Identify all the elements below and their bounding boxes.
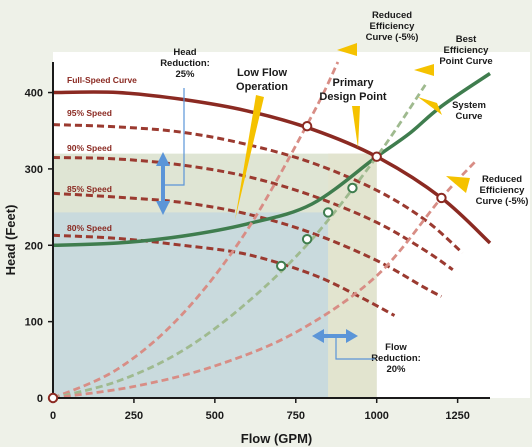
- head-reduction-leader: [163, 88, 185, 186]
- flow-reduction-leader: [335, 337, 375, 360]
- series-line-6: [52, 61, 340, 400]
- flow-reduction-label: Flow: [385, 342, 407, 353]
- y-tick-label: 0: [37, 393, 43, 405]
- data-marker: [47, 392, 59, 404]
- reduced-eff-top-label: Efficiency: [370, 21, 416, 32]
- head-reduction-arrowhead-up: [156, 152, 170, 166]
- data-marker: [322, 207, 334, 218]
- y-tick-label: 400: [25, 88, 43, 100]
- reduced-eff-top-label: Reduced: [372, 10, 412, 21]
- data-marker: [371, 151, 382, 162]
- reduced-eff-right-label: Reduced: [482, 174, 522, 185]
- best-eff-pointer: [414, 64, 434, 76]
- shaded-regions: [53, 52, 530, 398]
- reduced-eff-top-label: Curve (-5%): [366, 32, 419, 43]
- x-axis-title: Flow (GPM): [241, 431, 313, 446]
- data-marker: [276, 260, 287, 272]
- speed-label: 95% Speed: [67, 108, 112, 118]
- series-line-0: [52, 90, 492, 245]
- primary-design-pointer: [352, 106, 360, 148]
- reduced-eff-right-pointer: [446, 176, 470, 193]
- y-tick-label: 100: [25, 317, 43, 329]
- x-tick-label: 0: [50, 410, 56, 422]
- x-tick-label: 1250: [445, 410, 469, 422]
- low-flow-label: Low Flow: [237, 67, 288, 79]
- data-marker: [347, 182, 358, 194]
- y-tick-label: 200: [25, 240, 43, 252]
- series-line-5: [52, 72, 491, 248]
- flow-reduction-arrowhead-left: [312, 329, 324, 343]
- reduced-eff-right-label: Curve (-5%): [476, 196, 529, 207]
- data-marker: [301, 120, 313, 132]
- flow-reduction-arrowhead-right: [346, 329, 358, 343]
- data-marker: [301, 233, 313, 245]
- primary-design-label: Primary: [333, 77, 375, 89]
- x-tick-label: 500: [206, 410, 224, 422]
- series-layer: [52, 61, 492, 400]
- speed-label: 80% Speed: [67, 223, 112, 233]
- head-reduction-label: Reduction:: [160, 58, 210, 69]
- x-tick-label: 250: [125, 410, 143, 422]
- series-line-2: [52, 156, 454, 271]
- flow-reduction-label: 20%: [386, 364, 406, 375]
- primary-design-label: Design Point: [319, 91, 387, 103]
- series-line-1: [52, 123, 464, 255]
- system-curve-label: Curve: [456, 111, 483, 122]
- best-eff-label: Efficiency: [444, 45, 490, 56]
- x-tick-label: 750: [287, 410, 305, 422]
- system-curve-label: System: [452, 100, 486, 111]
- head-reduction-label: Head: [173, 47, 196, 58]
- head-reduction-label: 25%: [175, 69, 195, 80]
- y-tick-label: 300: [25, 164, 43, 176]
- best-eff-label: Best: [456, 34, 477, 45]
- speed-label: 90% Speed: [67, 143, 112, 153]
- flow-reduction-label: Reduction:: [371, 353, 421, 364]
- system-curve-pointer: [418, 97, 442, 115]
- x-tick-label: 1000: [364, 410, 388, 422]
- speed-label: Full-Speed Curve: [67, 75, 137, 85]
- reduced-eff-right-label: Efficiency: [480, 185, 526, 196]
- axes-layer: 0 250 500 750 1000 1250 0 100 200 300 400 Flow (GPM…: [3, 62, 490, 446]
- best-eff-label: Point Curve: [439, 56, 492, 67]
- low-flow-label: Operation: [236, 81, 288, 93]
- y-axis-title: Head (Feet): [3, 205, 18, 276]
- reduced-eff-top-pointer: [337, 43, 357, 56]
- markers-layer: [47, 120, 447, 404]
- speed-label: 85% Speed: [67, 184, 112, 194]
- low-flow-pointer: [235, 95, 264, 220]
- head-reduction-arrowhead-down: [156, 201, 170, 215]
- data-marker: [436, 192, 447, 204]
- series-line-3: [52, 191, 443, 298]
- series-line-8: [52, 158, 479, 400]
- series-line-7: [52, 84, 427, 400]
- annotations-layer: Full-Speed Curve 95% Speed 90% Speed 85% Sp…: [67, 10, 528, 375]
